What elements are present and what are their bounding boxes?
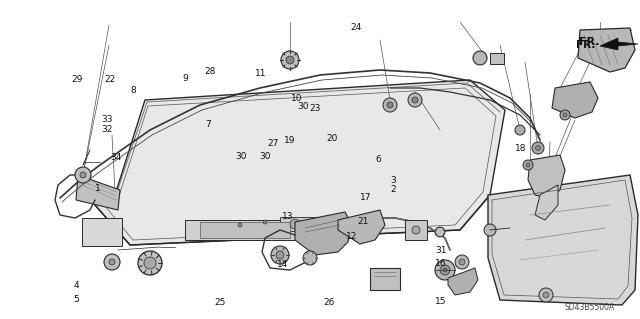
Bar: [490, 53, 504, 64]
Bar: [280, 217, 335, 231]
Text: 30: 30: [298, 102, 309, 111]
Polygon shape: [600, 38, 638, 50]
Text: 8: 8: [130, 86, 136, 95]
Text: 31: 31: [435, 246, 447, 255]
Circle shape: [435, 227, 445, 237]
Text: 29: 29: [72, 75, 83, 84]
Circle shape: [532, 142, 544, 154]
Text: 2: 2: [390, 185, 396, 194]
Text: 3: 3: [390, 176, 396, 185]
Circle shape: [459, 259, 465, 265]
Circle shape: [238, 223, 242, 227]
Text: 7: 7: [205, 120, 211, 129]
Circle shape: [104, 254, 120, 270]
Text: 34: 34: [110, 153, 122, 162]
Bar: [82, 218, 122, 246]
Polygon shape: [295, 212, 352, 255]
Circle shape: [144, 257, 156, 269]
Text: 19: 19: [284, 136, 296, 145]
Circle shape: [286, 56, 294, 64]
Circle shape: [383, 98, 397, 112]
Text: 28: 28: [205, 67, 216, 76]
Text: 13: 13: [282, 212, 293, 221]
Circle shape: [473, 51, 487, 65]
Circle shape: [435, 260, 455, 280]
Circle shape: [263, 220, 267, 224]
Circle shape: [387, 102, 393, 108]
Text: 15: 15: [435, 297, 447, 306]
Circle shape: [440, 265, 450, 275]
Text: 5: 5: [74, 295, 79, 304]
Text: 24: 24: [351, 23, 362, 32]
Text: 11: 11: [255, 69, 266, 78]
Circle shape: [276, 251, 284, 259]
Text: 21: 21: [357, 217, 369, 226]
Text: 22: 22: [104, 75, 116, 84]
Circle shape: [560, 110, 570, 120]
Text: 32: 32: [101, 125, 113, 134]
Text: FR.: FR.: [579, 37, 600, 47]
Circle shape: [526, 163, 530, 167]
Circle shape: [543, 292, 549, 298]
Circle shape: [303, 251, 317, 265]
Polygon shape: [488, 175, 638, 305]
Circle shape: [455, 255, 469, 269]
Polygon shape: [435, 228, 445, 236]
Text: 20: 20: [326, 134, 338, 143]
Text: 25: 25: [214, 298, 226, 307]
Text: 30: 30: [236, 152, 247, 161]
Circle shape: [75, 167, 91, 183]
Circle shape: [523, 160, 533, 170]
Bar: [370, 268, 400, 290]
Circle shape: [536, 145, 541, 151]
Polygon shape: [76, 175, 120, 210]
Text: SD43B5500A: SD43B5500A: [565, 303, 615, 313]
Circle shape: [290, 219, 300, 229]
Polygon shape: [578, 28, 635, 72]
Bar: [200, 222, 290, 238]
Text: 6: 6: [375, 155, 381, 164]
Bar: [405, 220, 427, 240]
Polygon shape: [535, 185, 558, 220]
Text: 4: 4: [74, 281, 79, 290]
Circle shape: [484, 224, 496, 236]
Circle shape: [408, 93, 422, 107]
Circle shape: [412, 97, 418, 103]
Polygon shape: [448, 268, 478, 295]
Circle shape: [443, 268, 447, 272]
Text: 33: 33: [101, 115, 113, 124]
Text: 23: 23: [309, 104, 321, 113]
Text: 18: 18: [515, 144, 527, 153]
Polygon shape: [95, 80, 505, 245]
Text: 27: 27: [268, 139, 279, 148]
Circle shape: [563, 113, 567, 117]
Circle shape: [539, 288, 553, 302]
Circle shape: [317, 219, 327, 229]
Text: FR.: FR.: [575, 40, 595, 50]
Text: 14: 14: [276, 260, 288, 269]
Circle shape: [109, 259, 115, 265]
Text: 1: 1: [95, 184, 100, 193]
Text: 12: 12: [346, 232, 357, 241]
Polygon shape: [528, 155, 565, 198]
Text: 16: 16: [435, 259, 447, 268]
Circle shape: [80, 172, 86, 178]
Circle shape: [281, 51, 299, 69]
Circle shape: [412, 226, 420, 234]
Text: 26: 26: [323, 298, 335, 307]
Text: 9: 9: [182, 74, 188, 83]
Text: 30: 30: [259, 152, 271, 161]
Bar: [185, 220, 305, 240]
Text: 17: 17: [360, 193, 371, 202]
Circle shape: [271, 246, 289, 264]
Circle shape: [515, 125, 525, 135]
Polygon shape: [338, 210, 385, 244]
Text: 10: 10: [291, 94, 302, 103]
Polygon shape: [552, 82, 598, 118]
Circle shape: [138, 251, 162, 275]
